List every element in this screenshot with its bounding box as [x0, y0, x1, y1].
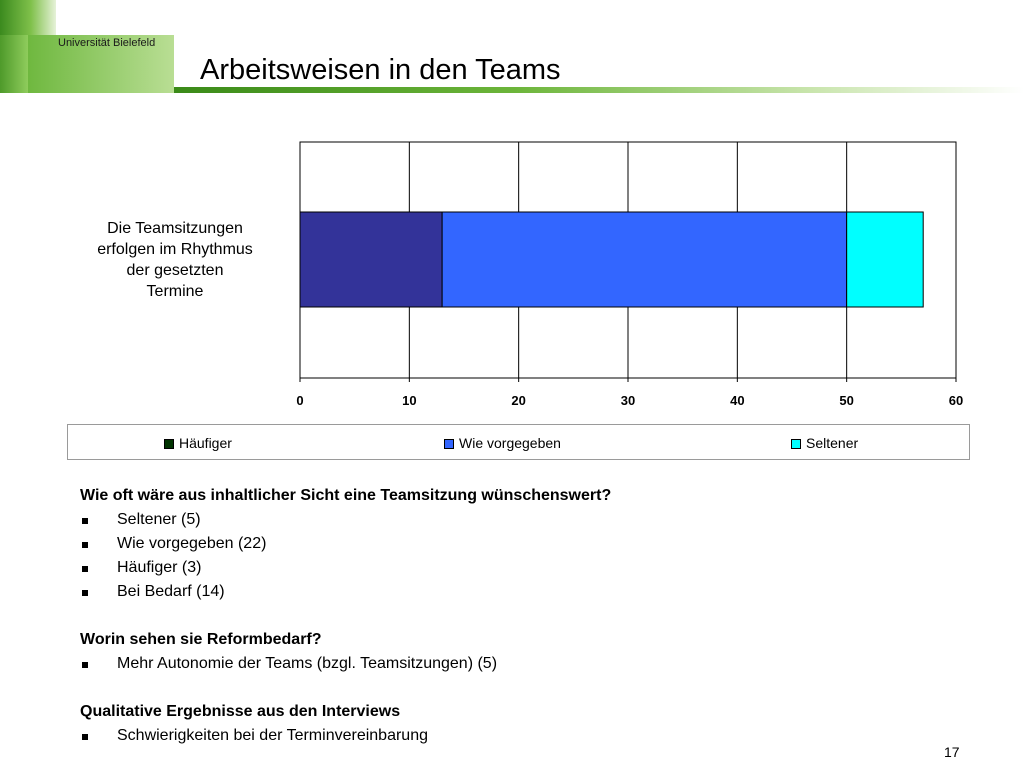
list-item-text: Bei Bedarf (14)	[117, 583, 225, 600]
spacer	[80, 604, 960, 628]
x-tick-label: 30	[621, 393, 635, 408]
question-heading: Worin sehen sie Reformbedarf?	[80, 631, 322, 648]
list-item-text: Mehr Autonomie der Teams (bzgl. Teamsitz…	[117, 655, 498, 672]
spacer	[80, 676, 960, 700]
category-label: Termine	[147, 283, 204, 300]
chart: 0 10 20 30 40 50 60 Die Teamsitzungen erfolgen i…	[97, 141, 963, 408]
category-label: erfolgen im Rhythmus	[97, 241, 253, 258]
legend-swatch	[444, 439, 454, 449]
list-item: Bei Bedarf (14)	[80, 580, 960, 604]
logo-box	[28, 35, 174, 93]
title-rule	[174, 87, 1024, 93]
legend-swatch	[164, 439, 174, 449]
bullet-icon	[82, 566, 88, 572]
list-item: Schwierigkeiten bei der Terminvereinbaru…	[80, 724, 960, 748]
bar-segment	[441, 211, 848, 308]
bar-segment	[299, 211, 443, 308]
list-item: Mehr Autonomie der Teams (bzgl. Teamsitz…	[80, 652, 960, 676]
list-item: Häufiger (3)	[80, 556, 960, 580]
x-tick-label: 0	[296, 393, 303, 408]
category-label: Die Teamsitzungen	[107, 220, 243, 237]
legend-item-haeufiger: Häufiger	[164, 435, 232, 451]
category-label: der gesetzten	[127, 262, 224, 279]
legend-swatch	[791, 439, 801, 449]
bullet-icon	[82, 518, 88, 524]
list-item: Wie vorgegeben (22)	[80, 532, 960, 556]
x-tick-label: 40	[730, 393, 744, 408]
bullet-icon	[82, 734, 88, 740]
legend-item-wie-vorgegeben: Wie vorgegeben	[444, 435, 561, 451]
header-decoration-small	[0, 35, 28, 93]
list-item-text: Häufiger (3)	[117, 559, 202, 576]
logo: Universität Bielefeld	[58, 37, 156, 49]
legend-item-seltener: Seltener	[791, 435, 858, 451]
chart-legend: Häufiger Wie vorgegeben Seltener	[67, 424, 970, 460]
bar-segment	[846, 211, 924, 308]
bullet-icon	[82, 542, 88, 548]
page-title: Arbeitsweisen in den Teams	[200, 54, 561, 86]
bullet-icon	[82, 590, 88, 596]
x-tick-label: 10	[402, 393, 416, 408]
list-item-text: Seltener (5)	[117, 511, 201, 528]
bullet-icon	[82, 662, 88, 668]
list-item-text: Schwierigkeiten bei der Terminvereinbaru…	[117, 727, 428, 744]
question-heading: Wie oft wäre aus inhaltlicher Sicht eine…	[80, 487, 612, 504]
legend-label: Wie vorgegeben	[459, 435, 561, 451]
legend-label: Seltener	[806, 435, 859, 451]
x-tick-label: 60	[949, 393, 963, 408]
x-tick-label: 50	[839, 393, 853, 408]
section-heading: Qualitative Ergebnisse aus den Interview…	[80, 703, 401, 720]
list-item-text: Wie vorgegeben (22)	[117, 535, 267, 552]
x-tick-label: 20	[511, 393, 525, 408]
legend-label: Häufiger	[179, 435, 232, 451]
list-item: Seltener (5)	[80, 508, 960, 532]
slide-body: Wie oft wäre aus inhaltlicher Sicht eine…	[80, 484, 960, 748]
page-number: 17	[944, 744, 960, 760]
